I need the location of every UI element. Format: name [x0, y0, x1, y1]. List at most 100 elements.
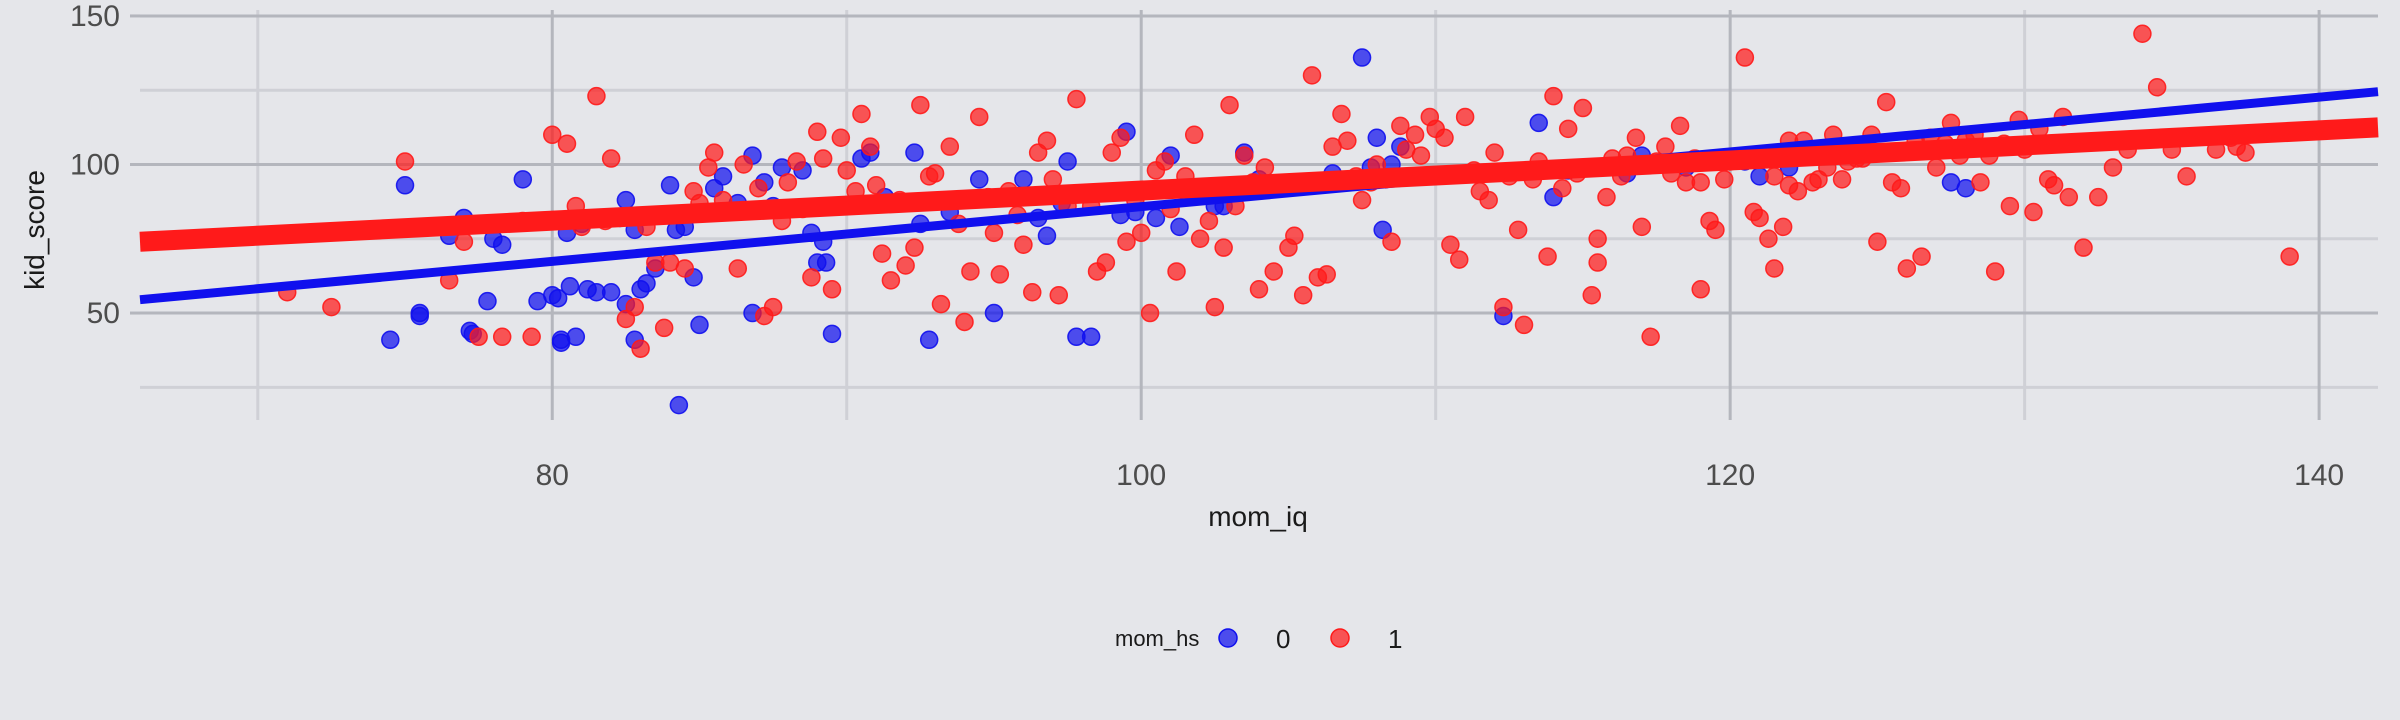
data-point-mom-hs-1 — [2133, 24, 2152, 44]
data-point-mom-hs-1 — [866, 176, 886, 195]
data-point-mom-hs-1 — [1131, 223, 1151, 243]
data-point-mom-hs-0 — [970, 170, 989, 189]
data-point-mom-hs-1 — [1037, 131, 1057, 150]
data-point-mom-hs-1 — [961, 262, 980, 281]
data-point-mom-hs-1 — [2236, 143, 2255, 162]
data-point-mom-hs-1 — [1573, 98, 1593, 118]
y-tick-label: 100 — [70, 148, 120, 181]
data-point-mom-hs-1 — [1691, 173, 1710, 192]
data-point-mom-hs-0 — [713, 167, 733, 186]
data-point-mom-hs-1 — [831, 128, 851, 148]
data-point-mom-hs-1 — [1912, 247, 1931, 266]
data-point-mom-hs-1 — [1317, 265, 1336, 284]
data-point-mom-hs-1 — [1597, 187, 1616, 207]
fit-line-mom-hs-1 — [139, 117, 2379, 252]
data-point-mom-hs-1 — [861, 137, 880, 156]
data-point-mom-hs-0 — [410, 303, 429, 323]
data-point-mom-hs-1 — [802, 268, 821, 287]
data-point-mom-hs-0 — [1352, 48, 1372, 67]
data-point-mom-hs-1 — [1985, 262, 2005, 281]
legend-title: mom_hs — [1115, 626, 1199, 651]
data-point-mom-hs-0 — [1146, 208, 1166, 228]
x-tick-label: 100 — [1116, 459, 1166, 492]
data-point-mom-hs-1 — [1479, 190, 1498, 210]
data-point-mom-hs-1 — [822, 280, 842, 299]
data-point-mom-hs-1 — [1190, 229, 1210, 249]
data-point-mom-hs-1 — [778, 173, 798, 192]
y-axis-title: kid_score — [19, 170, 50, 290]
fit-line-mom-hs-0 — [139, 87, 2379, 305]
data-point-mom-hs-0 — [822, 324, 842, 344]
data-point-mom-hs-1 — [1449, 250, 1469, 269]
data-point-mom-hs-1 — [1293, 285, 1313, 305]
data-point-mom-hs-0 — [637, 274, 656, 293]
data-point-mom-hs-1 — [587, 86, 606, 106]
y-tick-label: 50 — [87, 297, 120, 330]
data-point-mom-hs-1 — [625, 297, 644, 317]
data-point-mom-hs-0 — [566, 327, 586, 347]
data-point-mom-hs-0 — [1014, 170, 1033, 189]
data-point-mom-hs-1 — [454, 232, 474, 251]
data-point-mom-hs-1 — [1167, 262, 1186, 281]
data-point-mom-hs-1 — [940, 137, 960, 156]
data-point-mom-hs-0 — [395, 176, 415, 195]
data-point-mom-hs-1 — [1971, 173, 1990, 192]
data-point-mom-hs-1 — [601, 149, 621, 168]
data-point-mom-hs-1 — [1205, 297, 1225, 317]
data-point-mom-hs-0 — [669, 395, 689, 415]
data-point-mom-hs-1 — [1773, 217, 1793, 237]
data-point-mom-hs-1 — [1553, 179, 1572, 198]
data-point-mom-hs-1 — [2074, 238, 2093, 257]
data-point-mom-hs-1 — [2103, 158, 2123, 177]
data-point-mom-hs-1 — [469, 327, 488, 347]
data-point-mom-hs-1 — [1067, 89, 1086, 109]
data-point-mom-hs-1 — [1249, 280, 1269, 299]
data-point-mom-hs-1 — [557, 134, 577, 153]
data-point-mom-hs-1 — [1235, 146, 1254, 165]
data-point-mom-hs-1 — [1023, 282, 1042, 302]
data-point-mom-hs-1 — [1302, 66, 1322, 85]
data-point-mom-hs-0 — [478, 291, 497, 311]
data-point-mom-hs-1 — [1626, 128, 1646, 148]
data-point-mom-hs-1 — [1405, 125, 1425, 145]
data-point-mom-hs-0 — [919, 330, 939, 350]
data-point-mom-hs-1 — [395, 152, 415, 171]
data-point-mom-hs-1 — [881, 271, 901, 290]
data-point-mom-hs-1 — [970, 107, 989, 127]
regression-lines — [139, 87, 2379, 305]
data-point-mom-hs-1 — [1927, 158, 1946, 177]
data-point-mom-hs-1 — [1338, 131, 1357, 150]
x-tick-label: 140 — [2294, 459, 2344, 492]
data-point-mom-hs-1 — [1750, 208, 1769, 228]
data-point-mom-hs-1 — [1765, 259, 1784, 278]
data-point-mom-hs-1 — [734, 155, 753, 174]
data-point-mom-hs-1 — [955, 312, 974, 332]
data-point-mom-hs-0 — [548, 288, 568, 308]
data-point-mom-hs-1 — [1014, 235, 1033, 254]
data-point-mom-hs-1 — [852, 104, 871, 124]
data-point-mom-hs-1 — [322, 297, 341, 317]
data-point-mom-hs-1 — [990, 265, 1010, 284]
data-point-mom-hs-1 — [2000, 196, 2020, 216]
data-point-mom-hs-1 — [1140, 303, 1160, 323]
data-point-mom-hs-1 — [1706, 220, 1725, 240]
legend-key-0 — [1218, 628, 1238, 648]
data-point-mom-hs-1 — [1691, 280, 1710, 299]
data-point-mom-hs-0 — [492, 235, 512, 254]
data-point-mom-hs-1 — [631, 339, 650, 358]
data-point-mom-hs-1 — [1455, 107, 1475, 127]
x-tick-label: 80 — [536, 459, 569, 492]
data-point-mom-hs-0 — [660, 176, 680, 195]
data-point-mom-hs-1 — [2089, 187, 2108, 207]
x-axis-title: mom_iq — [1208, 501, 1308, 532]
data-point-mom-hs-1 — [1117, 232, 1136, 251]
data-point-mom-hs-1 — [1485, 143, 1504, 162]
data-point-mom-hs-1 — [1411, 146, 1431, 165]
data-point-mom-hs-1 — [1582, 285, 1602, 305]
data-point-mom-hs-1 — [2177, 167, 2196, 186]
data-point-mom-hs-1 — [1214, 238, 1233, 257]
data-point-mom-hs-1 — [896, 256, 915, 275]
data-point-mom-hs-1 — [2059, 187, 2079, 207]
data-point-mom-hs-1 — [1332, 104, 1351, 124]
